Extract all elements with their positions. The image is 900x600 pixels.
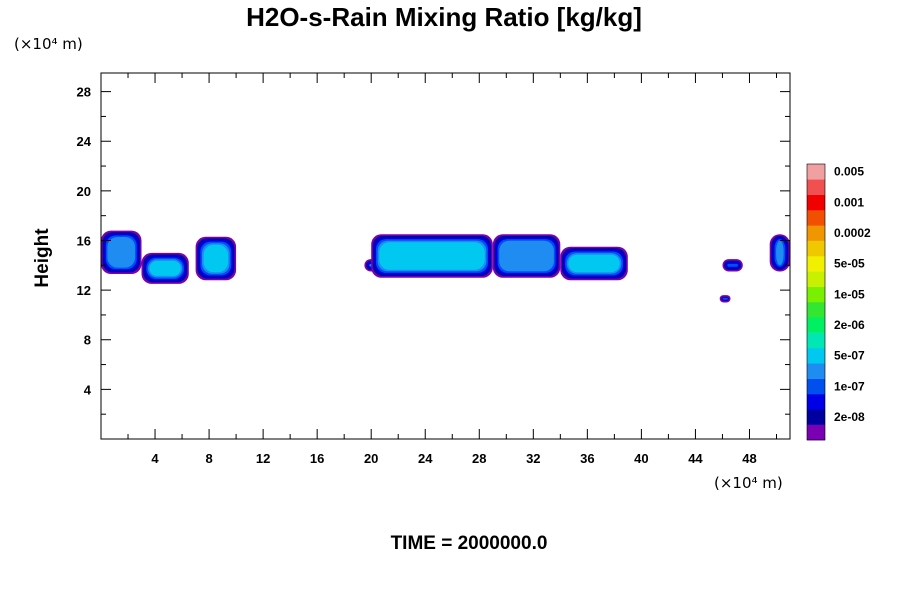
rain-region xyxy=(560,246,628,281)
rain-region xyxy=(769,234,790,272)
colorbar-frame xyxy=(806,163,826,441)
x-tick-label: 4 xyxy=(151,451,159,466)
colorbar-swatch xyxy=(807,409,825,425)
colorbar-label: 0.0002 xyxy=(834,226,871,240)
colorbar-swatch xyxy=(807,302,825,318)
rain-region xyxy=(492,234,561,278)
plot-regions xyxy=(101,230,790,303)
y-axis-label: Height xyxy=(32,228,53,288)
y-axis-unit: (×10⁴ m) xyxy=(14,35,83,53)
x-tick-label: 20 xyxy=(364,451,378,466)
colorbar-swatch xyxy=(807,317,825,333)
colorbar-swatch xyxy=(807,210,825,226)
y-tick-label: 4 xyxy=(84,382,92,397)
colorbar-swatch xyxy=(807,256,825,272)
rain-region xyxy=(141,252,189,284)
rain-region xyxy=(101,230,142,274)
time-label: TIME = 2000000.0 xyxy=(391,533,548,554)
rain-region xyxy=(719,295,731,303)
colorbar-swatch xyxy=(807,240,825,257)
colorbar-swatch xyxy=(807,348,825,364)
colorbar-swatch xyxy=(807,194,825,211)
rain-contour xyxy=(499,240,554,272)
colorbar-label: 0.001 xyxy=(834,195,864,209)
y-tick-label: 12 xyxy=(77,283,91,298)
x-axis-unit: (×10⁴ m) xyxy=(714,474,783,492)
chart-title: H2O-s-Rain Mixing Ratio [kg/kg] xyxy=(246,2,642,32)
rain-contour xyxy=(203,244,229,273)
colorbar-label: 0.005 xyxy=(834,165,864,179)
colorbar-label: 1e-05 xyxy=(834,287,865,301)
colorbar-swatch xyxy=(807,363,825,379)
rain-contour xyxy=(727,263,738,267)
rain-region xyxy=(195,236,237,281)
colorbar-swatch xyxy=(807,378,825,395)
rain-contour xyxy=(149,260,181,276)
x-tick-label: 16 xyxy=(310,451,324,466)
rain-region xyxy=(722,259,743,272)
colorbar-label: 2e-06 xyxy=(834,318,865,332)
colorbar-swatch xyxy=(807,164,825,180)
x-tick-label: 44 xyxy=(688,451,703,466)
y-tick-label: 28 xyxy=(77,85,91,100)
colorbar-swatch xyxy=(807,394,825,410)
colorbar-label: 5e-07 xyxy=(834,349,865,363)
rain-contour xyxy=(722,297,728,300)
y-tick-label: 20 xyxy=(77,184,91,199)
x-tick-label: 48 xyxy=(742,451,756,466)
colorbar-label: 2e-08 xyxy=(834,410,865,424)
x-tick-label: 24 xyxy=(418,451,433,466)
colorbar: 2e-08 1e-07 5e-07 2e-06 1e-05 5e-05 0.0002 0.00… xyxy=(806,163,871,441)
plot-frame xyxy=(100,72,791,440)
colorbar-swatch xyxy=(807,271,825,287)
rain-contour xyxy=(776,240,784,266)
rain-region xyxy=(371,234,493,278)
y-tick-label: 8 xyxy=(84,333,91,348)
colorbar-label: 1e-07 xyxy=(834,379,865,393)
x-tick-label: 28 xyxy=(472,451,486,466)
y-tick-label: 24 xyxy=(77,134,92,149)
x-tick-label: 36 xyxy=(580,451,594,466)
y-tick-label: 16 xyxy=(77,233,91,248)
rain-contour xyxy=(379,242,485,270)
x-tick-label: 40 xyxy=(634,451,648,466)
rain-contour xyxy=(568,254,620,273)
colorbar-swatch xyxy=(807,286,825,303)
x-tick-label: 32 xyxy=(526,451,540,466)
rain-contour xyxy=(107,237,136,268)
colorbar-swatch xyxy=(807,424,825,441)
colorbar-swatch xyxy=(807,225,825,241)
colorbar-label: 5e-05 xyxy=(834,257,865,271)
colorbar-swatch xyxy=(807,179,825,195)
colorbar-swatch xyxy=(807,332,825,349)
x-tick-label: 12 xyxy=(256,451,270,466)
x-tick-label: 8 xyxy=(205,451,212,466)
